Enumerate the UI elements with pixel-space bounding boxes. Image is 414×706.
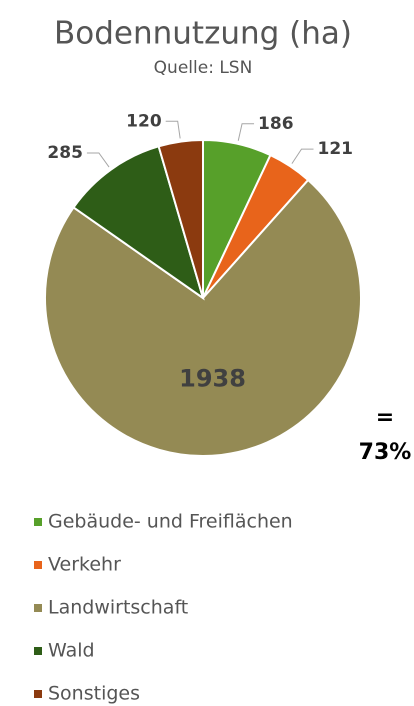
chart-title: Bodennutzung (ha) <box>54 16 352 52</box>
legend-swatch <box>34 604 42 612</box>
legend-swatch <box>34 518 42 526</box>
data-label: 1938 <box>179 365 246 393</box>
chart-subtitle: Quelle: LSN <box>154 58 253 78</box>
legend-label: Gebäude- und Freiflächen <box>48 511 293 533</box>
data-label: 120 <box>126 111 162 131</box>
legend-label: Wald <box>48 640 95 662</box>
legend-swatch <box>34 561 42 569</box>
legend-swatch <box>34 647 42 655</box>
legend-label: Sonstiges <box>48 683 140 705</box>
leader-line <box>165 120 181 139</box>
data-label: 186 <box>258 114 294 134</box>
legend-swatch <box>34 690 42 698</box>
leader-line <box>237 123 255 141</box>
data-label: 121 <box>318 139 354 159</box>
leader-line <box>291 148 314 164</box>
annotation: = <box>376 405 394 430</box>
pie-slice <box>44 178 362 457</box>
annotation: 73% <box>359 440 412 465</box>
pie-slice <box>72 145 205 301</box>
leader-line <box>86 152 110 168</box>
legend-label: Verkehr <box>48 554 121 576</box>
data-label: 285 <box>47 143 83 163</box>
pie-slice <box>157 138 204 299</box>
legend-label: Landwirtschaft <box>48 597 188 619</box>
